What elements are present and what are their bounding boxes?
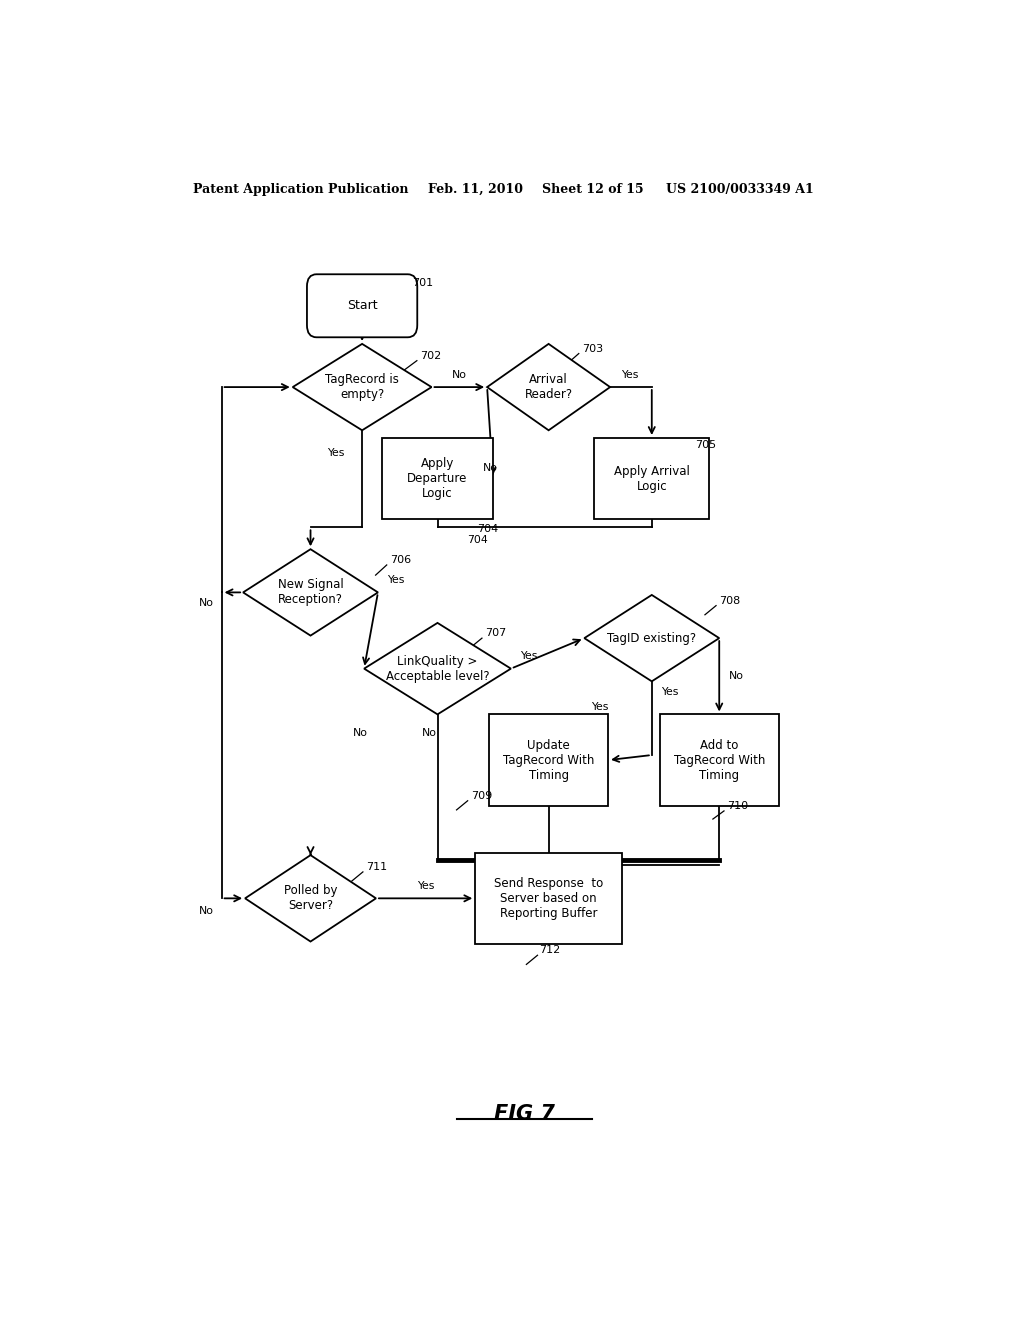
Text: Send Response  to
Server based on
Reporting Buffer: Send Response to Server based on Reporti… <box>494 876 603 920</box>
Text: Apply
Departure
Logic: Apply Departure Logic <box>408 457 468 500</box>
Bar <box>382 438 494 519</box>
Text: TagRecord is
empty?: TagRecord is empty? <box>326 374 399 401</box>
Bar <box>659 714 779 805</box>
Text: TagID existing?: TagID existing? <box>607 632 696 644</box>
Bar <box>489 714 608 805</box>
Text: 704: 704 <box>467 535 487 545</box>
Text: 706: 706 <box>390 554 411 565</box>
Text: Polled by
Server?: Polled by Server? <box>284 884 337 912</box>
Text: Sheet 12 of 15: Sheet 12 of 15 <box>543 183 644 195</box>
Text: Yes: Yes <box>662 686 679 697</box>
Text: LinkQuality >
Acceptable level?: LinkQuality > Acceptable level? <box>386 655 489 682</box>
Text: 711: 711 <box>367 862 387 873</box>
Text: 710: 710 <box>727 801 749 810</box>
Text: Update
TagRecord With
Timing: Update TagRecord With Timing <box>503 739 594 781</box>
Text: US 2100/0033349 A1: US 2100/0033349 A1 <box>666 183 814 195</box>
Text: Add to
TagRecord With
Timing: Add to TagRecord With Timing <box>674 739 765 781</box>
Polygon shape <box>293 345 431 430</box>
Text: No: No <box>199 598 214 607</box>
Bar <box>475 853 622 944</box>
Polygon shape <box>365 623 511 714</box>
Text: Yes: Yes <box>622 370 639 380</box>
Text: 703: 703 <box>582 343 603 354</box>
Text: 704: 704 <box>477 524 499 535</box>
Text: Yes: Yes <box>520 652 537 661</box>
Text: No: No <box>729 672 743 681</box>
Text: Yes: Yes <box>591 702 608 711</box>
FancyBboxPatch shape <box>307 275 417 338</box>
Text: Yes: Yes <box>417 882 434 891</box>
Text: 712: 712 <box>539 945 560 956</box>
Text: 707: 707 <box>485 628 507 638</box>
Text: New Signal
Reception?: New Signal Reception? <box>278 578 343 606</box>
Polygon shape <box>245 855 376 941</box>
Polygon shape <box>585 595 719 681</box>
Text: No: No <box>452 370 467 380</box>
Text: No: No <box>482 463 498 474</box>
Text: Start: Start <box>347 300 378 313</box>
Polygon shape <box>487 345 610 430</box>
Polygon shape <box>243 549 378 636</box>
Text: Patent Application Publication: Patent Application Publication <box>194 183 409 195</box>
Text: Feb. 11, 2010: Feb. 11, 2010 <box>428 183 523 195</box>
Text: 709: 709 <box>471 791 493 801</box>
Text: FIG 7: FIG 7 <box>495 1104 555 1123</box>
Text: Yes: Yes <box>328 447 345 458</box>
Text: 708: 708 <box>719 595 740 606</box>
Text: Yes: Yes <box>387 576 404 585</box>
Text: No: No <box>199 906 214 916</box>
Text: Arrival
Reader?: Arrival Reader? <box>524 374 572 401</box>
Bar <box>594 438 710 519</box>
Text: No: No <box>422 727 437 738</box>
Text: Apply Arrival
Logic: Apply Arrival Logic <box>613 465 690 492</box>
Text: 702: 702 <box>420 351 441 360</box>
Text: 705: 705 <box>695 440 717 450</box>
Text: 701: 701 <box>412 279 433 289</box>
Text: No: No <box>353 727 368 738</box>
